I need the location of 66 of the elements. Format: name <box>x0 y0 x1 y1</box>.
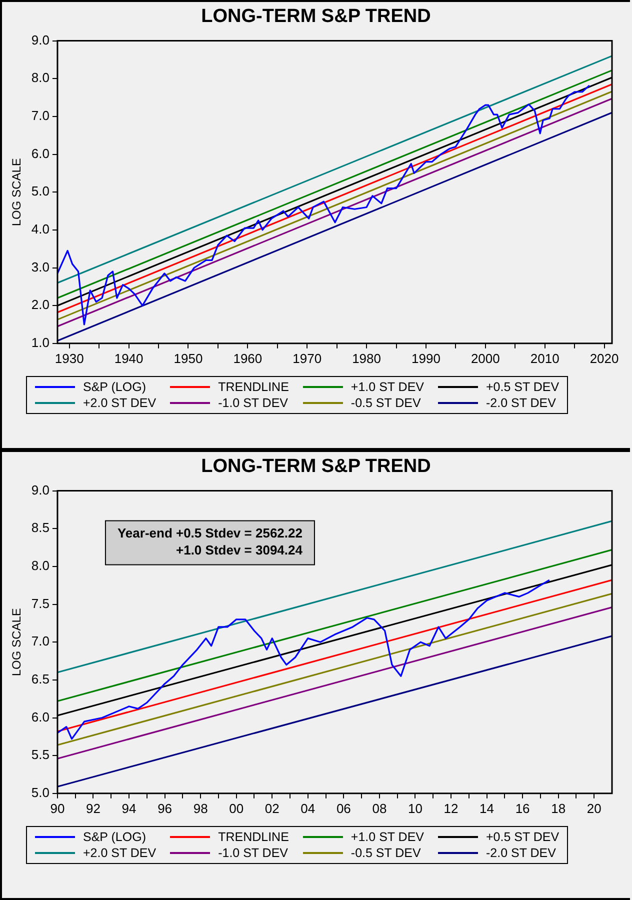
legend-label: TRENDLINE <box>218 380 289 394</box>
y-tick-label: 8.0 <box>31 70 50 86</box>
x-tick-label: 08 <box>372 800 387 816</box>
x-tick-label: 00 <box>229 800 244 816</box>
y-tick-label: 6.0 <box>31 709 50 724</box>
x-tick-label: 18 <box>551 800 566 816</box>
x-tick-label: 2000 <box>470 350 500 366</box>
x-tick-label: 1950 <box>174 350 203 366</box>
x-tick-label: 1930 <box>54 350 84 366</box>
x-tick-label: 10 <box>408 800 422 816</box>
x-tick-label: 1980 <box>352 350 381 366</box>
y-tick-label: 6.5 <box>31 672 50 687</box>
x-tick-label: 92 <box>86 800 100 816</box>
y-tick-label: 9.0 <box>31 482 50 498</box>
annotation: Year-end +0.5 Stdev = 2562.22 <box>117 525 302 540</box>
x-tick-label: 98 <box>193 800 208 816</box>
annotation: +1.0 Stdev = 3094.24 <box>176 542 304 558</box>
y-tick-label: 5.5 <box>31 747 50 762</box>
x-tick-label: 1970 <box>292 350 322 366</box>
legend-label: +1.0 ST DEV <box>350 380 424 394</box>
y-tick-label: 7.5 <box>31 596 50 611</box>
y-tick-label: 1.0 <box>31 334 50 350</box>
chart-title: LONG-TERM S&P TREND <box>200 456 432 479</box>
y-tick-label: 8.5 <box>31 520 50 536</box>
legend-label: +0.5 ST DEV <box>486 380 560 394</box>
x-tick-label: 96 <box>158 800 172 816</box>
x-tick-label: 04 <box>300 800 316 816</box>
y-tick-label: 5.0 <box>31 184 50 199</box>
y-tick-label: 5.0 <box>31 784 50 800</box>
y-tick-label: 2.0 <box>31 297 50 312</box>
x-tick-label: 2010 <box>530 350 560 366</box>
legend-label: -0.5 ST DEV <box>350 846 421 860</box>
legend-label: +2.0 ST DEV <box>83 846 156 860</box>
x-tick-label: 12 <box>444 800 458 816</box>
legend-label: -1.0 ST DEV <box>218 846 288 860</box>
x-tick-label: 2020 <box>590 350 619 366</box>
y-tick-label: 4.0 <box>31 222 50 237</box>
y-tick-label: 7.0 <box>31 634 50 649</box>
x-tick-label: 94 <box>122 800 136 816</box>
y-tick-label: 6.0 <box>31 146 50 161</box>
x-tick-label: 90 <box>50 800 65 816</box>
x-tick-label: 1990 <box>412 350 440 366</box>
x-tick-label: 14 <box>480 800 494 816</box>
legend-label: +0.5 ST DEV <box>486 830 560 844</box>
legend-label: S&P (LOG) <box>83 830 146 844</box>
legend-label: +1.0 ST DEV <box>350 830 424 844</box>
legend-label: -0.5 ST DEV <box>350 396 421 410</box>
legend-label: S&P (LOG) <box>83 380 146 394</box>
x-tick-label: 02 <box>264 800 280 816</box>
x-tick-label: 1960 <box>233 350 262 366</box>
legend-label: -2.0 ST DEV <box>486 846 556 860</box>
y-axis-title: LOG SCALE <box>10 608 24 676</box>
legend-label: -2.0 ST DEV <box>486 396 556 410</box>
y-tick-label: 8.0 <box>31 558 50 574</box>
x-tick-label: 20 <box>586 800 602 816</box>
x-tick-label: 16 <box>515 800 530 816</box>
x-tick-label: 1940 <box>114 350 144 366</box>
legend-label: TRENDLINE <box>218 830 289 844</box>
x-tick-label: 06 <box>336 800 351 816</box>
y-tick-label: 3.0 <box>31 259 50 274</box>
y-axis-title: LOG SCALE <box>10 158 24 226</box>
chart-title: LONG-TERM S&P TREND <box>200 6 432 29</box>
y-tick-label: 7.0 <box>31 108 50 124</box>
legend-label: -1.0 ST DEV <box>218 396 288 410</box>
legend-label: +2.0 ST DEV <box>83 396 156 410</box>
y-tick-label: 9.0 <box>31 32 50 48</box>
